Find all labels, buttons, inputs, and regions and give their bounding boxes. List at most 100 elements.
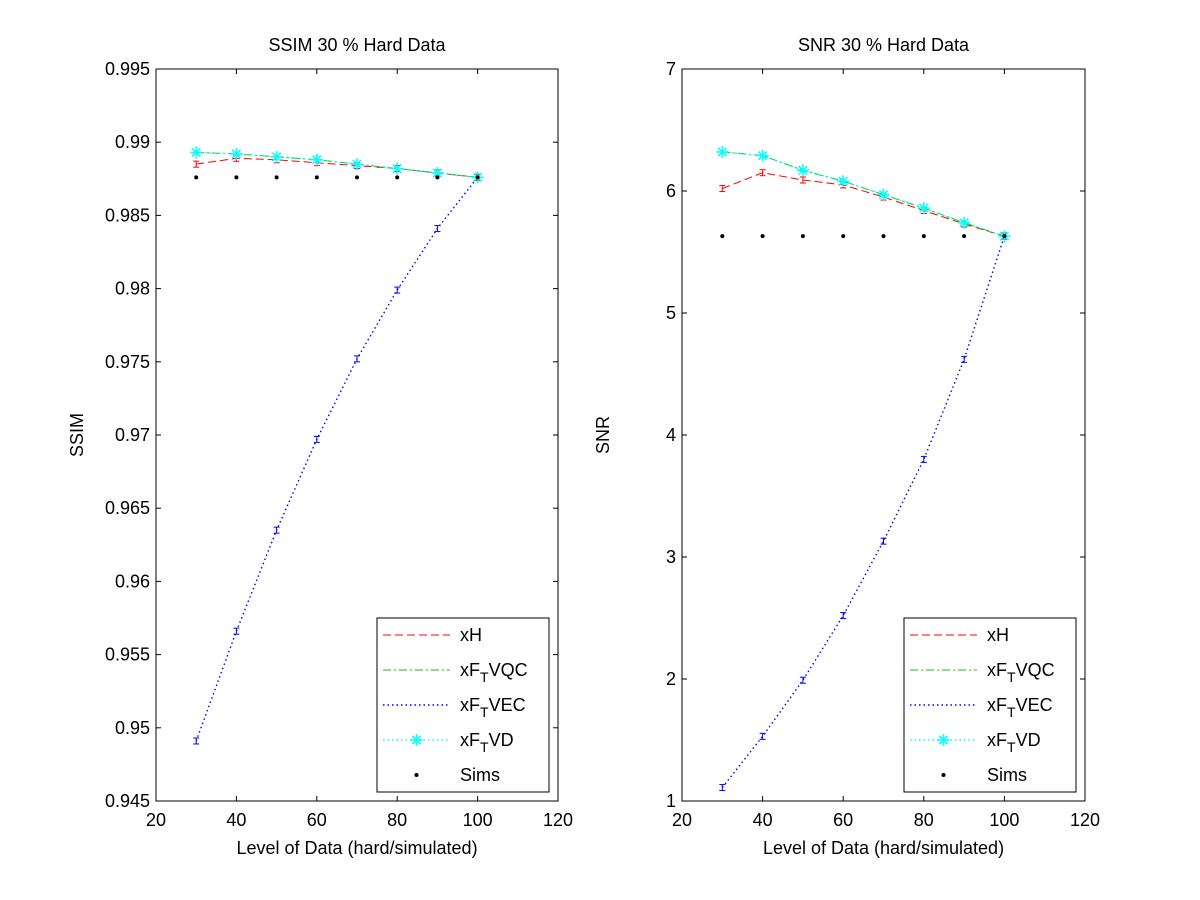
- data-point-xftvec: [313, 435, 320, 443]
- y-tick-label: 4: [666, 425, 676, 445]
- data-point-xftvec: [434, 225, 441, 233]
- y-tick-label: 1: [666, 791, 676, 811]
- data-point-xftvd: [958, 216, 971, 229]
- legend-label-xftvqc: xFTVQC: [460, 660, 528, 685]
- data-point-xftvec: [273, 526, 280, 534]
- data-point-sims: [962, 234, 967, 239]
- y-tick-label: 5: [666, 303, 676, 323]
- x-tick-label: 120: [543, 810, 573, 830]
- snr-panel: 20 40 60 80 100 120 1 2 3 4 5 6 7 SNR 30 % Hard Data L…: [593, 35, 1100, 858]
- legend-label-xftvqc: xFTVQC: [987, 660, 1055, 685]
- data-point-xftvec: [920, 455, 927, 463]
- legend-label-sims: Sims: [987, 765, 1027, 785]
- data-point-xh: [719, 185, 726, 193]
- data-point-sims: [475, 175, 480, 180]
- series-line-xftvd: [196, 151, 478, 179]
- x-tick-label: 60: [833, 810, 853, 830]
- legend-label-xftvec: xFTVEC: [987, 695, 1053, 720]
- y-tick-label: 0.955: [105, 645, 150, 665]
- ssim-panel: 20 40 60 80 100 120 0.945 0.95 0.955 0.96 0.965 0.9…: [67, 35, 573, 858]
- y-tick-label: 0.985: [105, 205, 150, 225]
- ssim-legend: xH xFTVQC xFTVEC xFTVD Sims: [376, 617, 550, 793]
- data-point-sims: [234, 175, 239, 180]
- y-tick-label: 2: [666, 669, 676, 689]
- x-tick-label: 40: [753, 810, 773, 830]
- data-point-sims: [720, 234, 725, 239]
- series-line-xftvec: [721, 235, 1006, 789]
- legend-entry-sims: Sims: [941, 765, 1027, 785]
- data-point-xftvd: [310, 153, 323, 166]
- data-point-xftvd: [837, 175, 850, 188]
- data-point-sims: [435, 175, 440, 180]
- legend-entry-xh: xH: [383, 625, 482, 645]
- data-point-xh: [759, 169, 766, 177]
- legend-label-sims: Sims: [460, 765, 500, 785]
- y-tick-label: 0.95: [115, 718, 150, 738]
- data-point-sims: [760, 234, 765, 239]
- data-point-xftvd: [230, 147, 243, 160]
- data-point-xftvd: [796, 164, 809, 177]
- data-point-sims: [1002, 234, 1007, 239]
- x-tick-label: 60: [307, 810, 327, 830]
- data-point-sims: [274, 175, 279, 180]
- snr-chart-title: SNR 30 % Hard Data: [798, 35, 970, 55]
- y-tick-label: 0.995: [105, 59, 150, 79]
- legend-entry-xftvec: xFTVEC: [383, 695, 526, 720]
- series-xftvd: [716, 145, 1011, 243]
- data-point-xftvec: [880, 537, 887, 545]
- y-tick-label: 0.97: [115, 425, 150, 445]
- legend-entry-xftvqc: xFTVQC: [910, 660, 1055, 685]
- data-point-sims: [355, 175, 359, 180]
- data-point-xh: [799, 176, 806, 184]
- legend-label-xftvec: xFTVEC: [460, 695, 526, 720]
- data-point-xh: [193, 160, 200, 168]
- data-point-xftvec: [961, 355, 968, 363]
- x-tick-label: 100: [463, 810, 493, 830]
- legend-entry-xftvd: xFTVD: [383, 730, 514, 755]
- legend-entry-xftvqc: xFTVQC: [383, 660, 528, 685]
- x-tick-label: 20: [672, 810, 692, 830]
- series-line-xh: [722, 172, 1005, 237]
- data-point-xftvd: [270, 150, 283, 163]
- ssim-y-axis-label: SSIM: [67, 413, 87, 457]
- snr-legend: xH xFTVQC xFTVEC xFTVD Sims: [903, 617, 1077, 793]
- legend-entry-xftvd: xFTVD: [910, 730, 1041, 755]
- data-point-xftvec: [354, 355, 360, 363]
- legend-entry-xh: xH: [910, 625, 1009, 645]
- data-point-xftvd: [877, 188, 890, 201]
- data-point-xftvec: [799, 676, 806, 684]
- series-sims: [720, 234, 1007, 239]
- data-point-xftvec: [840, 612, 847, 620]
- data-point-xftvec: [719, 784, 726, 792]
- data-point-sims: [800, 234, 805, 239]
- legend-entry-sims: Sims: [414, 765, 500, 785]
- series-line-xftvqc: [722, 151, 1005, 237]
- ssim-x-axis-label: Level of Data (hard/simulated): [236, 838, 477, 858]
- legend-label-xftvd: xFTVD: [987, 730, 1041, 755]
- series-xftvqc: [722, 151, 1005, 237]
- data-point-xftvec: [759, 732, 766, 740]
- data-point-sims: [314, 175, 319, 180]
- data-point-xftvd: [756, 149, 769, 162]
- y-tick-label: 0.99: [115, 132, 150, 152]
- x-tick-label: 20: [146, 810, 166, 830]
- data-point-xftvd: [391, 162, 404, 175]
- series-sims: [194, 175, 480, 180]
- data-point-sims: [881, 234, 886, 239]
- y-tick-label: 6: [666, 181, 676, 201]
- series-line-xftvec: [195, 176, 479, 742]
- x-tick-label: 80: [914, 810, 934, 830]
- data-point-sims: [194, 175, 199, 180]
- snr-x-axis-label: Level of Data (hard/simulated): [763, 838, 1004, 858]
- legend-label-xh: xH: [460, 625, 482, 645]
- data-point-xftvd: [190, 146, 203, 159]
- data-point-xftvd: [716, 145, 729, 158]
- legend-label-xh: xH: [987, 625, 1009, 645]
- x-tick-label: 100: [989, 810, 1019, 830]
- legend-entry-xftvec: xFTVEC: [910, 695, 1053, 720]
- y-tick-label: 0.945: [105, 791, 150, 811]
- data-point-xftvec: [193, 737, 200, 745]
- y-tick-label: 0.975: [105, 352, 150, 372]
- data-point-xftvec: [394, 286, 401, 294]
